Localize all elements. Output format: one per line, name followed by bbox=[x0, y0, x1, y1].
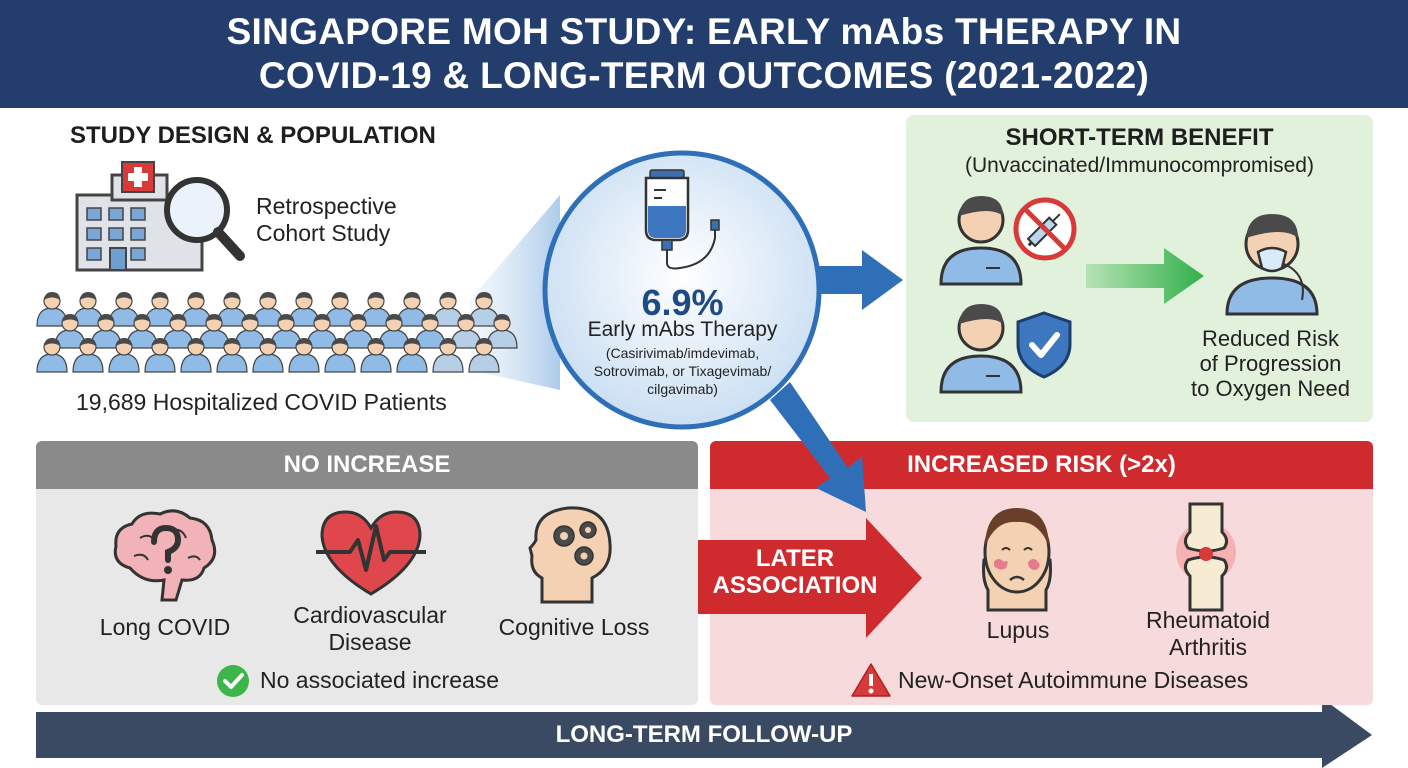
patient-figure bbox=[486, 314, 518, 349]
patient-figure bbox=[126, 314, 158, 349]
rheumatoid-arthritis-label: Rheumatoid Arthritis bbox=[1118, 607, 1298, 661]
patient-figure bbox=[432, 338, 464, 373]
population-text: 19,689 Hospitalized COVID Patients bbox=[76, 389, 447, 415]
no-increase-note: No associated increase bbox=[260, 667, 500, 693]
patient-figure bbox=[108, 292, 140, 327]
short-term-result-line2: of Progression bbox=[1199, 351, 1342, 376]
short-term-subheading: (Unvaccinated/Immunocompromised) bbox=[965, 154, 1314, 177]
patient-figure bbox=[216, 292, 248, 327]
therapy-drugs: (Casirivimab/imdevimab, Sotrovimab, or T… bbox=[560, 344, 805, 398]
lupus-face-icon bbox=[982, 508, 1052, 612]
patient-figure bbox=[270, 314, 302, 349]
green-check-icon bbox=[217, 665, 249, 697]
immunocompromised-person-icon bbox=[939, 304, 1023, 394]
arrow-to-risk bbox=[770, 382, 866, 512]
therapy-label: Early mAbs Therapy bbox=[587, 318, 778, 341]
patient-figure bbox=[54, 314, 86, 349]
lupus-label: Lupus bbox=[986, 617, 1050, 643]
patient-figure bbox=[180, 292, 212, 327]
patient-figure bbox=[72, 338, 104, 373]
patient-figure bbox=[468, 292, 500, 327]
short-term-heading-wrap: SHORT-TERM BENEFIT (Unvaccinated/Immunoc… bbox=[906, 124, 1373, 178]
patient-crowd-icon bbox=[36, 292, 518, 373]
long-covid-label: Long COVID bbox=[99, 614, 231, 640]
page-title-line2: COVID-19 & LONG-TERM OUTCOMES (2021-2022… bbox=[258, 55, 1150, 96]
page-header: SINGAPORE MOH STUDY: EARLY mAbs THERAPY … bbox=[0, 0, 1408, 108]
head-gears-icon bbox=[528, 506, 612, 604]
patient-figure bbox=[36, 338, 68, 373]
patient-figure bbox=[324, 338, 356, 373]
follow-up-label: LONG-TERM FOLLOW-UP bbox=[555, 721, 853, 748]
patient-figure bbox=[198, 314, 230, 349]
patient-figure bbox=[468, 338, 500, 373]
brain-question-icon bbox=[113, 509, 217, 602]
green-progress-arrow bbox=[1086, 248, 1204, 304]
study-design-heading: STUDY DESIGN & POPULATION bbox=[70, 122, 436, 149]
cardiovascular-label-line1: Cardiovascular bbox=[293, 602, 447, 628]
shield-check-icon bbox=[1016, 311, 1072, 379]
patient-figure bbox=[180, 338, 212, 373]
warning-icon bbox=[851, 663, 891, 697]
patient-figure bbox=[378, 314, 410, 349]
heart-ecg-icon bbox=[316, 510, 426, 596]
oxygen-mask-patient-icon bbox=[1225, 214, 1319, 316]
increased-risk-note: New-Onset Autoimmune Diseases bbox=[898, 667, 1249, 693]
later-association-line1: LATER bbox=[755, 545, 835, 572]
follow-up-arrow bbox=[36, 698, 1372, 768]
patient-figure bbox=[216, 338, 248, 373]
patient-figure bbox=[162, 314, 194, 349]
no-increase-heading: NO INCREASE bbox=[36, 441, 698, 489]
patient-figure bbox=[414, 314, 446, 349]
therapy-percent: 6.9% bbox=[641, 282, 724, 323]
hospital-magnifier-icon bbox=[75, 161, 245, 272]
patient-figure bbox=[288, 338, 320, 373]
no-vaccine-icon bbox=[1013, 197, 1077, 261]
patient-figure bbox=[144, 338, 176, 373]
patient-figure bbox=[144, 292, 176, 327]
patient-figure bbox=[360, 338, 392, 373]
short-term-result-line1: Reduced Risk bbox=[1202, 326, 1339, 351]
therapy-drugs-line1: (Casirivimab/imdevimab, bbox=[605, 345, 760, 361]
iv-bag-icon bbox=[644, 169, 720, 270]
patient-figure bbox=[432, 292, 464, 327]
page-title-line1: SINGAPORE MOH STUDY: EARLY mAbs THERAPY … bbox=[226, 11, 1182, 52]
cardiovascular-label: Cardiovascular Disease bbox=[272, 602, 468, 656]
patient-figure bbox=[450, 314, 482, 349]
patient-figure bbox=[72, 292, 104, 327]
study-type-text: Retrospective Cohort Study bbox=[256, 193, 397, 247]
patient-figure bbox=[396, 338, 428, 373]
patient-figure bbox=[234, 314, 266, 349]
patient-figure bbox=[252, 338, 284, 373]
unvaccinated-person-icon bbox=[939, 196, 1023, 286]
arrow-to-benefit bbox=[818, 250, 903, 310]
later-association-label: LATER ASSOCIATION bbox=[700, 545, 890, 599]
patient-figure bbox=[360, 292, 392, 327]
later-association-arrow bbox=[698, 518, 922, 638]
short-term-result: Reduced Risk of Progression to Oxygen Ne… bbox=[1168, 326, 1373, 401]
therapy-drugs-line2: Sotrovimab, or Tixagevimab/ bbox=[593, 363, 772, 379]
ra-label-line1: Rheumatoid bbox=[1145, 607, 1271, 633]
cognitive-loss-label: Cognitive Loss bbox=[498, 614, 650, 640]
short-term-result-line3: to Oxygen Need bbox=[1191, 376, 1350, 401]
cardiovascular-label-line2: Disease bbox=[328, 629, 412, 655]
ra-label-line2: Arthritis bbox=[1169, 634, 1247, 660]
joint-arthritis-icon bbox=[1176, 502, 1236, 612]
study-type-line1: Retrospective bbox=[256, 193, 397, 219]
patient-figure bbox=[108, 338, 140, 373]
therapy-drugs-line3: cilgavimab) bbox=[647, 381, 718, 397]
study-type-line2: Cohort Study bbox=[256, 220, 391, 246]
short-term-heading: SHORT-TERM BENEFIT bbox=[1005, 124, 1274, 151]
later-association-line2: ASSOCIATION bbox=[712, 572, 878, 599]
